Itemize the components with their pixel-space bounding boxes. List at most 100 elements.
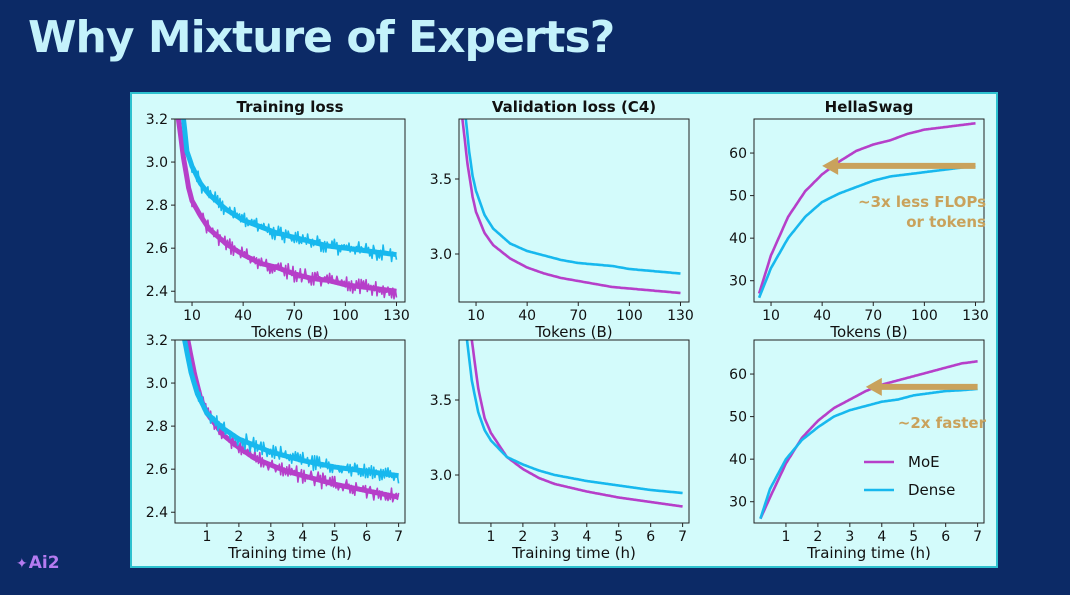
y-tick-label: 3.0 [146, 155, 168, 171]
series-moe-line [185, 340, 400, 500]
series-moe-line [461, 119, 681, 295]
plot-area [182, 340, 400, 503]
x-axis-label: Training time (h) [806, 544, 931, 562]
x-tick-label: 6 [941, 529, 950, 545]
y-tick-label: 30 [729, 495, 747, 511]
chart-title: Validation loss (C4) [492, 98, 656, 116]
y-tick-label: 60 [729, 146, 747, 162]
x-tick-label: 130 [383, 308, 410, 324]
x-tick-label: 130 [962, 308, 989, 324]
axes-frame [458, 339, 690, 524]
x-tick-label: 1 [202, 529, 211, 545]
y-tick-label: 40 [729, 231, 747, 247]
y-tick-label: 40 [729, 452, 747, 468]
slide-title: Why Mixture of Experts? [28, 12, 615, 63]
x-tick-label: 4 [582, 529, 591, 545]
ai2-logo: ✦Ai2 [16, 553, 60, 573]
y-tick-label: 2.6 [146, 462, 168, 478]
plot-area [461, 119, 681, 295]
x-tick-label: 1 [781, 529, 790, 545]
annotation-arrow-head [822, 156, 839, 175]
y-tick-label: 3.5 [430, 172, 452, 188]
x-tick-label: 7 [678, 529, 687, 545]
x-tick-label: 5 [614, 529, 623, 545]
y-tick-label: 50 [729, 189, 747, 205]
ai2-logo-icon: ✦ [16, 556, 28, 572]
x-axis-label: Training time (h) [227, 544, 352, 562]
y-tick-label: 60 [729, 367, 747, 383]
x-tick-label: 1 [486, 529, 495, 545]
x-axis-label: Tokens (B) [829, 323, 907, 341]
y-tick-label: 3.0 [146, 376, 168, 392]
legend-label-moe: MoE [908, 453, 940, 471]
series-dense-line [181, 119, 397, 258]
y-tick-label: 3.0 [430, 468, 452, 484]
chart-val-loss-tokens: Validation loss (C4) 10 40 70 100 130 3.0 3.5 To… [430, 98, 694, 341]
y-tick-label: 3.2 [146, 112, 168, 128]
chart-title: Training loss [236, 98, 343, 116]
x-axis-label: Tokens (B) [534, 323, 612, 341]
y-tick-label: 3.0 [430, 247, 452, 263]
x-tick-label: 7 [973, 529, 982, 545]
chart-hellaswag-time: 1 2 3 4 5 6 7 30 40 50 60 Training time (h) ~2x fast… [729, 339, 987, 562]
x-tick-label: 3 [845, 529, 854, 545]
plot-area [465, 340, 683, 508]
axes-frame [174, 339, 406, 524]
series-dense-line [759, 387, 978, 520]
chart-hellaswag-tokens: HellaSwag 10 40 70 100 130 30 40 50 60 Tokens (B) ~… [729, 98, 989, 341]
y-tick-label: 2.8 [146, 419, 168, 435]
x-axis-label: Training time (h) [511, 544, 636, 562]
series-moe-line [175, 119, 397, 294]
series-dense-noise [184, 340, 400, 484]
x-tick-label: 2 [234, 529, 243, 545]
x-tick-label: 40 [234, 308, 252, 324]
axes-frame [753, 118, 985, 303]
x-tick-label: 4 [877, 529, 886, 545]
series-moe-line [757, 122, 976, 294]
y-tick-label: 3.2 [146, 333, 168, 349]
annotation-text: ~3x less FLOPs [858, 193, 986, 211]
y-tick-label: 2.8 [146, 198, 168, 214]
x-tick-label: 70 [285, 308, 303, 324]
x-tick-label: 4 [298, 529, 307, 545]
x-tick-label: 40 [813, 308, 831, 324]
plot-area [757, 122, 976, 299]
x-tick-label: 100 [616, 308, 643, 324]
plot-area [175, 119, 398, 300]
x-tick-label: 2 [518, 529, 527, 545]
x-tick-label: 6 [362, 529, 371, 545]
chart-val-loss-time: 1 2 3 4 5 6 7 3.0 3.5 Training time (h) [430, 339, 690, 562]
chart-train-loss-tokens: Training loss 10 40 70 100 130 2.4 2.6 2.8 3.0 3.2… [146, 98, 410, 341]
x-tick-label: 5 [909, 529, 918, 545]
x-tick-label: 40 [518, 308, 536, 324]
x-tick-label: 3 [266, 529, 275, 545]
x-tick-label: 5 [330, 529, 339, 545]
y-tick-label: 50 [729, 410, 747, 426]
y-tick-label: 3.5 [430, 393, 452, 409]
x-tick-label: 70 [569, 308, 587, 324]
x-axis-label: Tokens (B) [250, 323, 328, 341]
x-tick-label: 6 [646, 529, 655, 545]
axes-frame [174, 118, 406, 303]
x-tick-label: 70 [864, 308, 882, 324]
chart-train-loss-time: 1 2 3 4 5 6 7 2.4 2.6 2.8 3.0 3.2 Training time (h) [146, 333, 406, 562]
legend-label-dense: Dense [908, 481, 955, 499]
x-tick-label: 100 [911, 308, 938, 324]
x-tick-label: 100 [332, 308, 359, 324]
axes-frame [753, 339, 985, 524]
series-dense-line [757, 164, 976, 299]
series-dense-line [464, 119, 681, 275]
plot-area [759, 360, 978, 520]
brand-name: Ai2 [28, 553, 60, 573]
annotation-text: ~2x faster [898, 414, 987, 432]
y-tick-label: 2.4 [146, 505, 168, 521]
y-tick-label: 2.6 [146, 241, 168, 257]
series-moe-line [470, 340, 683, 508]
x-tick-label: 130 [667, 308, 694, 324]
y-tick-label: 2.4 [146, 284, 168, 300]
x-tick-label: 10 [183, 308, 201, 324]
y-tick-label: 30 [729, 274, 747, 290]
annotation-arrow-head [865, 377, 882, 396]
x-tick-label: 10 [467, 308, 485, 324]
